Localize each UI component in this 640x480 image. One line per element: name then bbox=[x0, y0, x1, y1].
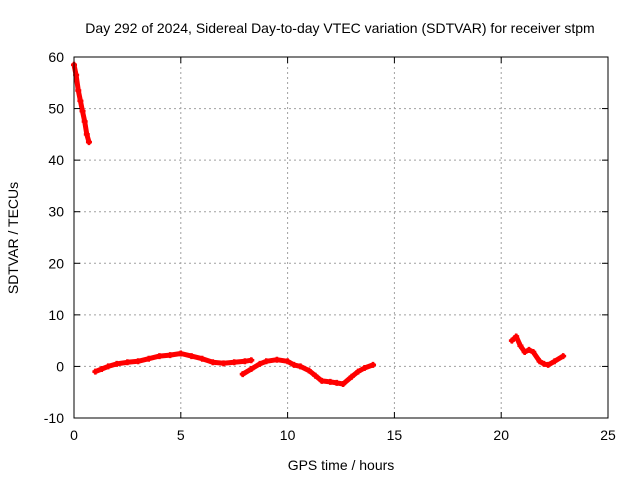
data-point bbox=[508, 337, 515, 344]
data-point bbox=[370, 361, 377, 368]
series-group bbox=[71, 61, 567, 387]
data-point bbox=[239, 371, 246, 378]
plot-frame bbox=[73, 56, 609, 419]
data-point bbox=[79, 108, 86, 115]
data-point bbox=[355, 368, 362, 375]
data-point bbox=[105, 363, 112, 370]
axis-ticks: 0 5 10 15 20 25 -10 0 10 20 30 40 50 60 bbox=[44, 49, 616, 443]
data-point bbox=[248, 366, 255, 373]
data-point bbox=[297, 363, 304, 370]
y-tick-label: 10 bbox=[48, 307, 64, 323]
x-tick-label: 5 bbox=[177, 427, 185, 443]
chart-title: Day 292 of 2024, Sidereal Day-to-day VTE… bbox=[85, 20, 594, 36]
grid bbox=[74, 57, 608, 418]
data-point bbox=[530, 348, 537, 355]
data-point bbox=[98, 366, 105, 373]
data-point bbox=[188, 353, 195, 360]
data-point bbox=[340, 380, 347, 387]
data-point bbox=[513, 333, 520, 340]
data-point bbox=[209, 359, 216, 366]
y-tick-label: 40 bbox=[48, 152, 64, 168]
data-point bbox=[517, 342, 524, 349]
x-tick-label: 15 bbox=[387, 427, 403, 443]
data-point bbox=[551, 358, 558, 365]
data-point bbox=[545, 361, 552, 368]
data-point bbox=[348, 373, 355, 380]
data-point bbox=[167, 352, 174, 359]
data-point bbox=[305, 367, 312, 374]
y-tick-label: 0 bbox=[56, 358, 64, 374]
data-point bbox=[241, 358, 248, 365]
data-point bbox=[124, 359, 131, 366]
data-point bbox=[135, 358, 142, 365]
y-tick-label: 60 bbox=[48, 49, 64, 65]
data-point bbox=[284, 358, 291, 365]
data-point bbox=[113, 360, 120, 367]
data-point bbox=[291, 361, 298, 368]
data-point bbox=[521, 348, 528, 355]
x-tick-label: 25 bbox=[600, 427, 616, 443]
data-point bbox=[560, 353, 567, 360]
data-point bbox=[81, 118, 88, 125]
y-tick-label: 30 bbox=[48, 204, 64, 220]
y-tick-label: 50 bbox=[48, 101, 64, 117]
data-point bbox=[92, 368, 99, 375]
data-point bbox=[361, 364, 368, 371]
data-point bbox=[263, 358, 270, 365]
data-point bbox=[156, 353, 163, 360]
data-point bbox=[536, 358, 543, 365]
data-point bbox=[145, 355, 152, 362]
y-tick-label: 20 bbox=[48, 255, 64, 271]
data-point bbox=[273, 356, 280, 363]
y-tick-label: -10 bbox=[44, 410, 64, 426]
data-point bbox=[75, 87, 82, 94]
data-point bbox=[525, 346, 532, 353]
data-point bbox=[327, 378, 334, 385]
data-point bbox=[231, 359, 238, 366]
x-tick-label: 10 bbox=[280, 427, 296, 443]
data-point bbox=[312, 372, 319, 379]
x-axis-label: GPS time / hours bbox=[288, 457, 395, 473]
data-point bbox=[248, 357, 255, 364]
x-tick-label: 0 bbox=[70, 427, 78, 443]
series-line-2 bbox=[92, 351, 254, 375]
y-axis-label: SDTVAR / TECUs bbox=[5, 182, 21, 294]
data-point bbox=[318, 377, 325, 384]
data-point bbox=[220, 360, 227, 367]
data-point bbox=[85, 139, 92, 146]
x-tick-label: 20 bbox=[493, 427, 509, 443]
data-point bbox=[177, 350, 184, 357]
data-point bbox=[77, 97, 84, 104]
data-point bbox=[333, 379, 340, 386]
data-point bbox=[199, 355, 206, 362]
data-point bbox=[83, 131, 90, 138]
data-point bbox=[256, 360, 263, 367]
